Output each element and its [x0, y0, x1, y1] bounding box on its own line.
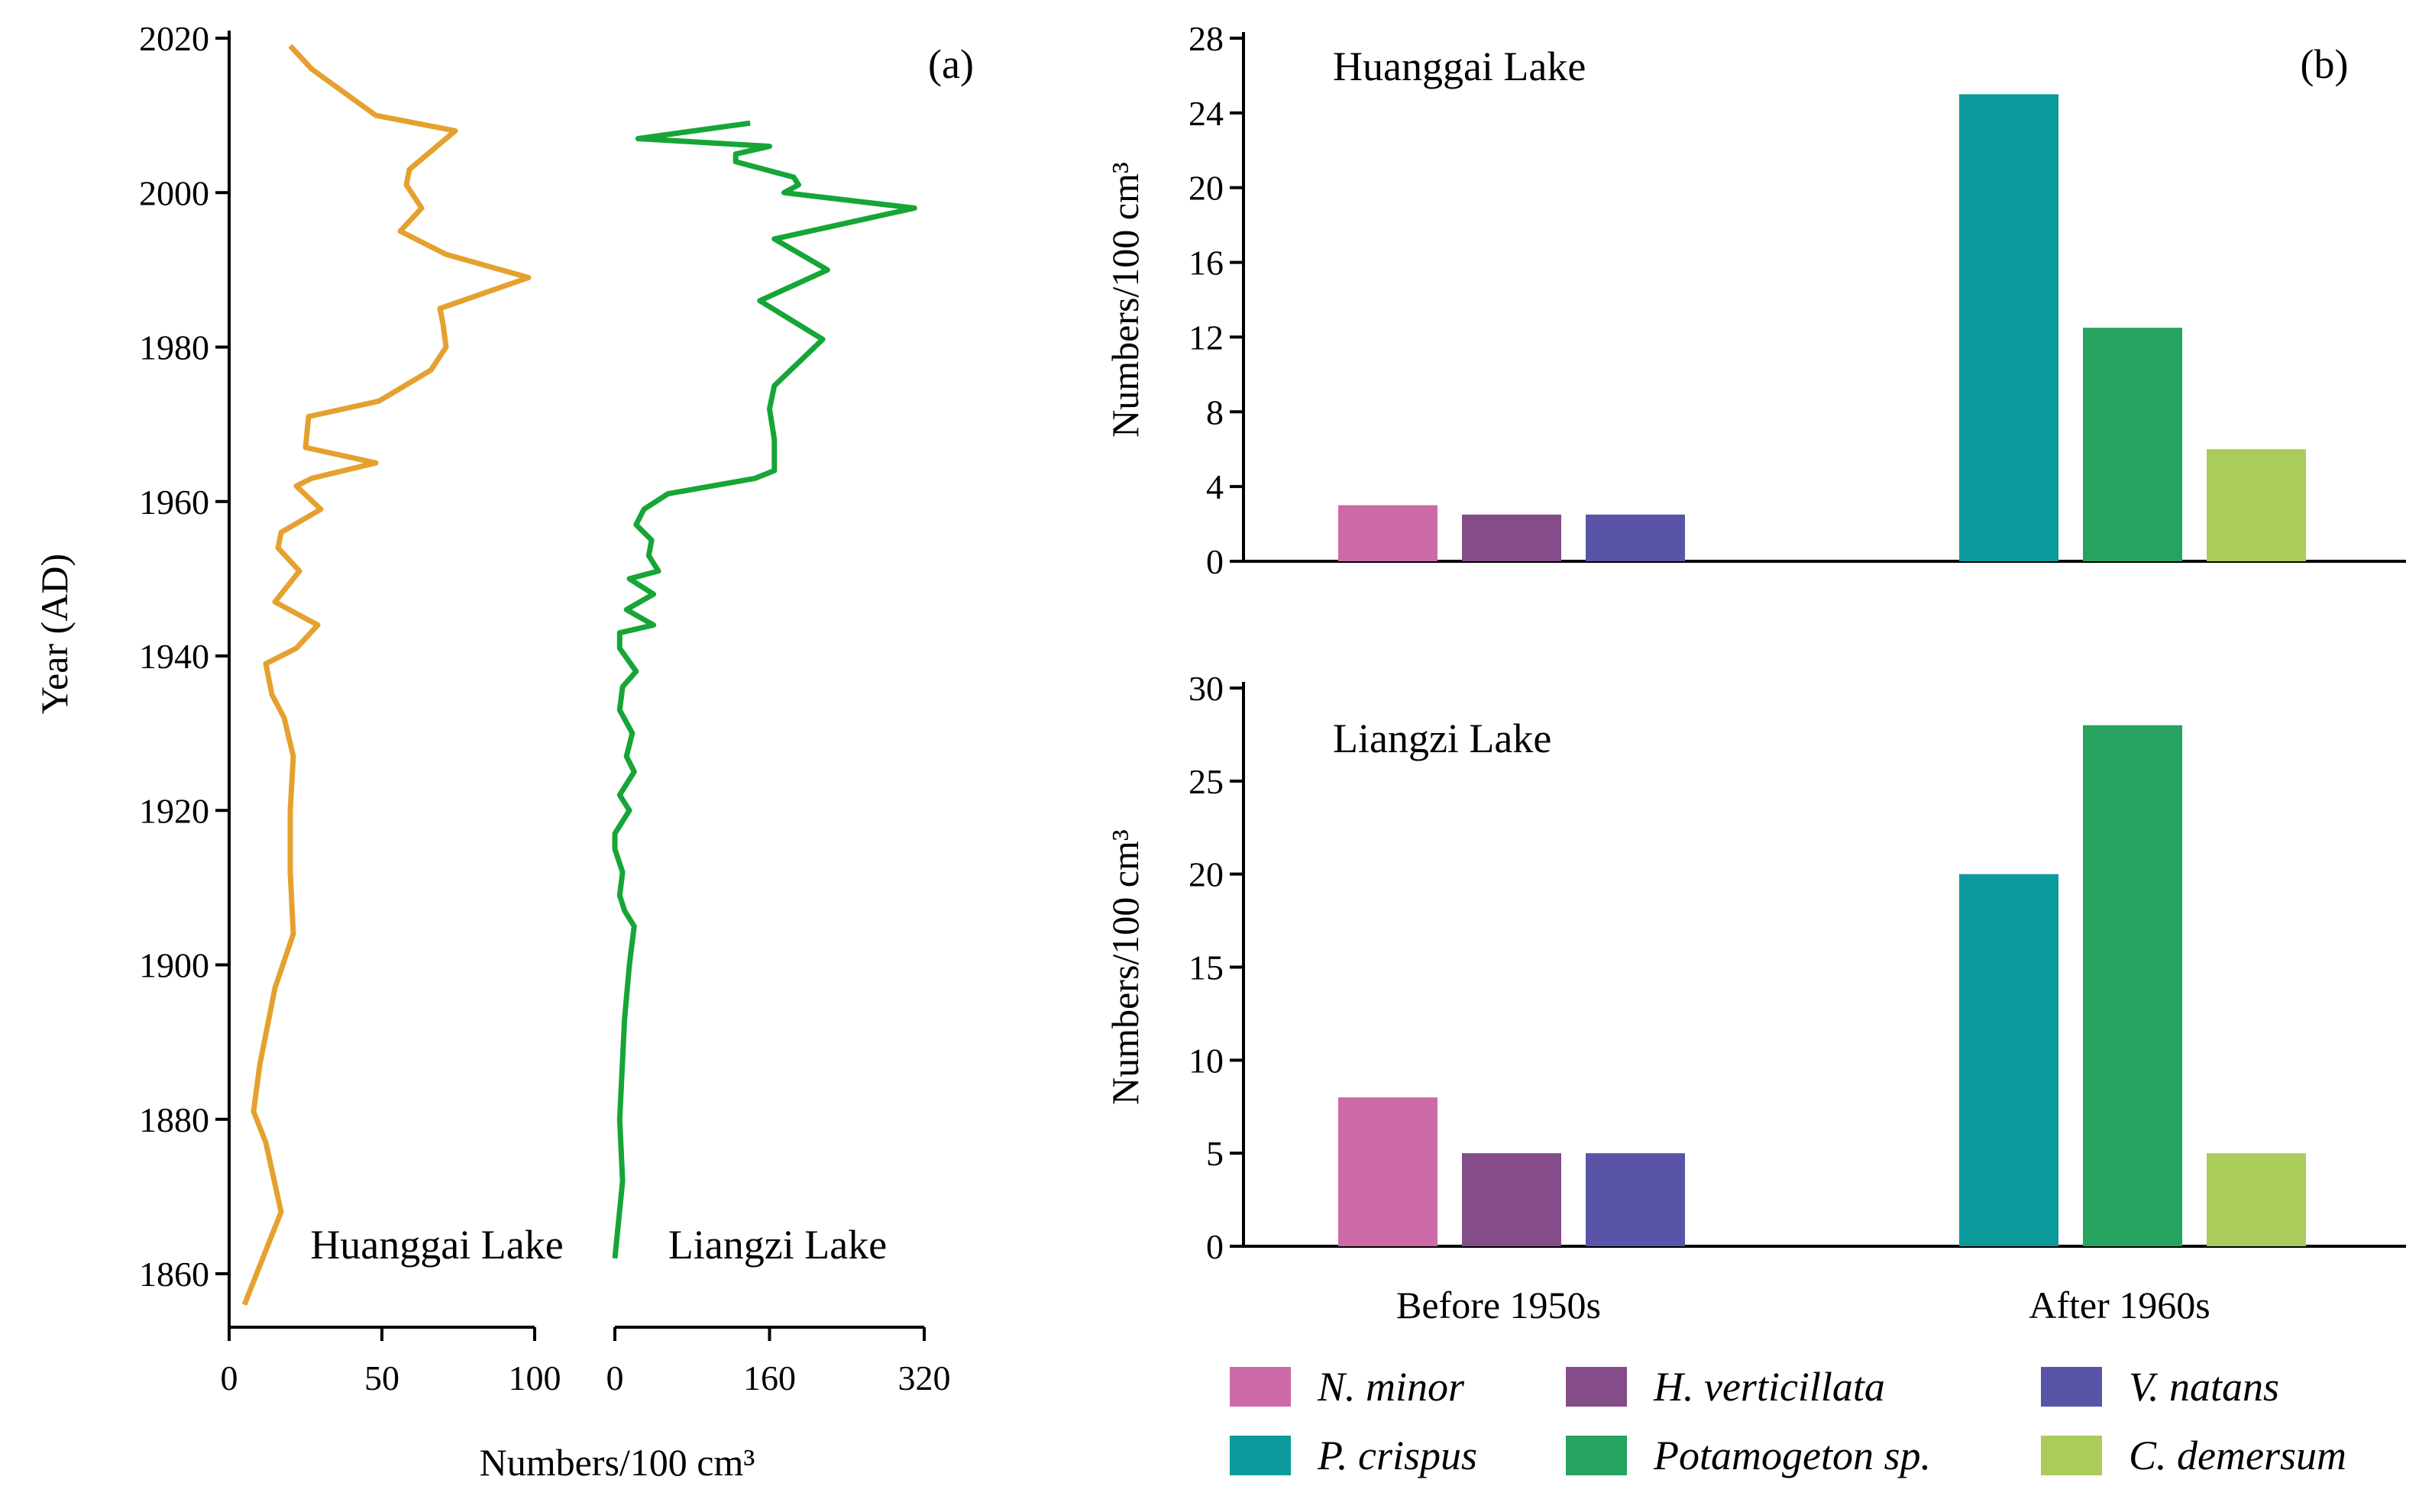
y-tick-label: 1880: [139, 1100, 209, 1139]
bar-p-crispus: [1959, 94, 2058, 561]
series-line-huanggai: [241, 44, 532, 1306]
subplot-title: Liangzi Lake: [1333, 716, 1551, 761]
y-tick-label: 4: [1206, 467, 1224, 506]
legend-swatch-p-crispus: [1230, 1436, 1291, 1475]
bar-v-natans: [1586, 1153, 1685, 1246]
x-axis-title: Numbers/100 cm³: [480, 1441, 755, 1484]
y-tick-label: 0: [1206, 542, 1224, 581]
bar-h-verticillata: [1462, 1153, 1561, 1246]
x-tick-label: 160: [743, 1359, 796, 1397]
series-line-liangzi: [612, 120, 917, 1259]
y-axis-title: Numbers/100 cm³: [1104, 829, 1146, 1105]
y-tick-label: 5: [1206, 1134, 1224, 1173]
bar-v-natans: [1586, 514, 1685, 561]
bar-c-demersum: [2207, 449, 2306, 561]
legend-label-h-verticillata: H. verticillata: [1653, 1364, 1885, 1410]
y-tick-label: 8: [1206, 393, 1224, 431]
series-label-liangzi: Liangzi Lake: [668, 1222, 887, 1268]
x-tick-label: 0: [606, 1359, 624, 1397]
panel-b-bar-charts: 0 4 8 12 16 20 24 28 Numbers/100 cm³ Huanggai Lak…: [1104, 19, 2406, 1326]
bar-potamogeton-sp: [2083, 328, 2182, 561]
legend-swatch-v-natans: [2041, 1367, 2102, 1407]
category-label-after: After 1960s: [2029, 1284, 2210, 1326]
bar-potamogeton-sp: [2083, 725, 2182, 1246]
y-tick-label: 1980: [139, 328, 209, 367]
bar-n-minor: [1338, 505, 1437, 561]
y-tick-label: 0: [1206, 1227, 1224, 1266]
legend-label-c-demersum: C. demersum: [2129, 1433, 2346, 1478]
y-tick-label: 1960: [139, 483, 209, 522]
x-tick-label: 0: [221, 1359, 238, 1397]
legend: N. minor H. verticillata V. natans P. crisp…: [1230, 1364, 2346, 1478]
y-tick-label: 1900: [139, 946, 209, 985]
panel-a-line-chart: 1860 1880 1900 1920 1940 1960 1980 2000 2020 Year…: [33, 19, 974, 1484]
category-label-before: Before 1950s: [1396, 1284, 1601, 1326]
panel-label-a: (a): [928, 41, 974, 87]
legend-label-n-minor: N. minor: [1317, 1364, 1465, 1410]
y-tick-label: 30: [1188, 669, 1224, 708]
y-tick-label: 1860: [139, 1255, 209, 1294]
legend-swatch-c-demersum: [2041, 1436, 2102, 1475]
y-tick-label: 16: [1188, 244, 1224, 283]
x-tick-label: 50: [364, 1359, 399, 1397]
bar-h-verticillata: [1462, 514, 1561, 561]
y-tick-label: 10: [1188, 1041, 1224, 1080]
bar-p-crispus: [1959, 874, 2058, 1246]
y-tick-label: 2020: [139, 19, 209, 58]
y-tick-label: 12: [1188, 318, 1224, 357]
y-tick-label: 2000: [139, 173, 209, 212]
legend-label-v-natans: V. natans: [2129, 1364, 2279, 1410]
x-tick-label: 100: [509, 1359, 561, 1397]
x-tick-label: 320: [898, 1359, 951, 1397]
y-tick-label: 1920: [139, 791, 209, 830]
y-axis-title: Year (AD): [33, 554, 76, 714]
legend-label-p-crispus: P. crispus: [1317, 1433, 1477, 1478]
panel-label-b: (b): [2301, 41, 2349, 87]
y-tick-label: 20: [1188, 855, 1224, 894]
y-tick-label: 24: [1188, 94, 1224, 133]
legend-swatch-potamogeton-sp: [1566, 1436, 1627, 1475]
y-tick-label: 28: [1188, 19, 1224, 58]
y-tick-label: 20: [1188, 169, 1224, 208]
legend-label-potamogeton-sp: Potamogeton sp.: [1653, 1433, 1931, 1478]
legend-swatch-n-minor: [1230, 1367, 1291, 1407]
y-tick-label: 25: [1188, 762, 1224, 801]
y-tick-label: 1940: [139, 637, 209, 676]
y-tick-label: 15: [1188, 948, 1224, 987]
bar-c-demersum: [2207, 1153, 2306, 1246]
bar-n-minor: [1338, 1097, 1437, 1246]
y-axis-title: Numbers/100 cm³: [1104, 162, 1146, 438]
legend-swatch-h-verticillata: [1566, 1367, 1627, 1407]
series-label-huanggai: Huanggai Lake: [310, 1222, 563, 1268]
subplot-title: Huanggai Lake: [1333, 44, 1586, 89]
